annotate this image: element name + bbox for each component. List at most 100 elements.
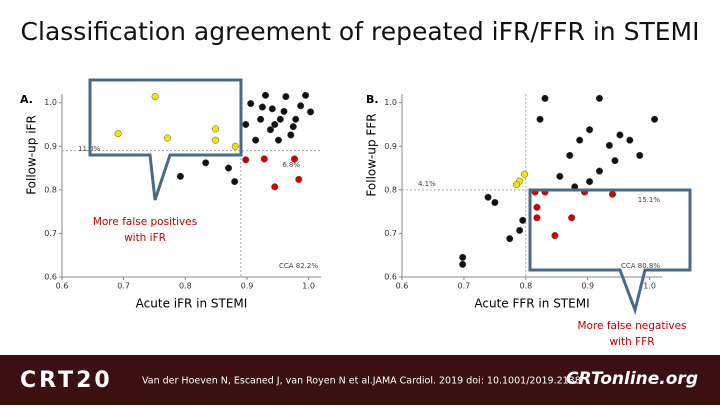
callout-text: More false negatives	[577, 320, 686, 332]
annotation: 15.1%	[638, 196, 661, 204]
data-point	[626, 136, 634, 144]
data-point	[266, 126, 274, 134]
annotation: 4.1%	[418, 180, 436, 188]
y-axis-label: Follow-up iFR	[25, 115, 39, 195]
data-point	[459, 260, 467, 268]
callout-box	[528, 188, 692, 316]
data-point	[651, 115, 659, 123]
data-point	[556, 172, 564, 180]
data-point	[163, 134, 171, 142]
y-axis-label: Follow-up FFR	[365, 113, 379, 196]
footer-site: CRTonline.org	[566, 369, 698, 389]
data-point	[257, 115, 265, 123]
data-point	[276, 115, 284, 123]
slide-title: Classification agreement of repeated iFR…	[21, 17, 700, 46]
plot-area	[402, 94, 662, 277]
data-point	[231, 142, 239, 150]
data-point	[491, 198, 499, 207]
data-point	[459, 253, 467, 261]
data-point	[302, 91, 310, 99]
data-point	[202, 159, 210, 167]
callout-text: with iFR	[124, 232, 166, 244]
data-point	[586, 126, 594, 134]
data-point	[519, 216, 527, 224]
y-tick-label: 0.8	[384, 185, 397, 194]
data-point	[595, 167, 604, 175]
data-point	[576, 136, 584, 144]
footer-reference: Van der Hoeven N, Escaned J, van Royen N…	[142, 376, 581, 387]
data-point	[605, 141, 613, 149]
x-tick-label: 0.6	[396, 282, 409, 291]
data-point	[289, 123, 297, 131]
data-point	[566, 151, 574, 159]
x-axis-label: Acute iFR in STEMI	[136, 297, 248, 311]
y-tick-label: 0.8	[44, 185, 57, 194]
x-tick-label: 0.8	[519, 282, 532, 291]
y-tick-label: 0.7	[44, 229, 57, 238]
data-point	[568, 214, 576, 222]
data-point	[521, 170, 529, 178]
data-point	[287, 131, 295, 139]
data-point	[258, 103, 266, 111]
y-tick-label: 0.9	[384, 142, 397, 151]
x-tick-label: 0.8	[179, 282, 192, 291]
y-tick-label: 0.6	[44, 273, 57, 282]
x-tick-label: 1.0	[302, 282, 315, 291]
x-axis-label: Acute FFR in STEMI	[474, 297, 589, 311]
data-point	[224, 164, 233, 172]
data-point	[295, 175, 303, 183]
x-tick-label: 0.9	[581, 282, 594, 291]
data-point	[484, 193, 492, 201]
callout-text: More false positives	[93, 216, 197, 228]
data-point	[551, 232, 559, 240]
footer-logo: CRT20	[20, 368, 113, 393]
data-point	[242, 156, 250, 164]
data-point	[151, 93, 159, 101]
x-tick-label: 1.0	[643, 282, 656, 291]
data-point	[536, 115, 544, 123]
y-tick-label: 0.7	[384, 229, 397, 238]
data-point	[611, 157, 619, 165]
x-tick-label: 0.7	[117, 282, 130, 291]
callout-text: with FFR	[610, 336, 655, 348]
data-point	[636, 151, 644, 159]
data-point	[306, 108, 315, 116]
data-point	[114, 130, 122, 138]
data-point	[616, 131, 624, 139]
footer-band	[0, 355, 720, 405]
callout-box	[88, 78, 243, 201]
x-tick-label: 0.7	[458, 282, 471, 291]
data-point	[274, 136, 283, 144]
data-point	[242, 120, 250, 129]
data-point	[608, 190, 617, 198]
data-point	[533, 203, 541, 211]
data-point	[268, 105, 276, 113]
x-tick-label: 0.6	[56, 282, 69, 291]
data-point	[586, 178, 594, 186]
y-tick-label: 0.6	[384, 273, 397, 282]
data-point	[595, 94, 604, 102]
x-tick-label: 0.9	[241, 282, 254, 291]
data-point	[212, 136, 220, 144]
data-point	[260, 155, 268, 163]
data-point	[282, 93, 290, 101]
data-point	[252, 136, 260, 144]
data-point	[506, 235, 514, 243]
data-point	[533, 214, 541, 222]
panel-label: B.	[366, 93, 379, 106]
data-point	[280, 107, 288, 115]
y-tick-label: 0.9	[44, 142, 57, 151]
data-point	[297, 102, 305, 110]
data-point	[271, 120, 279, 129]
data-point	[290, 155, 299, 163]
y-tick-label: 1.0	[44, 98, 57, 107]
data-point	[541, 94, 549, 102]
annotation: CCA 80.8%	[621, 262, 660, 270]
annotation: CCA 82.2%	[279, 262, 318, 270]
data-point	[176, 172, 184, 180]
annotation: 6.8%	[282, 161, 300, 169]
data-point	[516, 226, 524, 234]
data-point	[247, 100, 255, 108]
data-point	[212, 125, 220, 133]
